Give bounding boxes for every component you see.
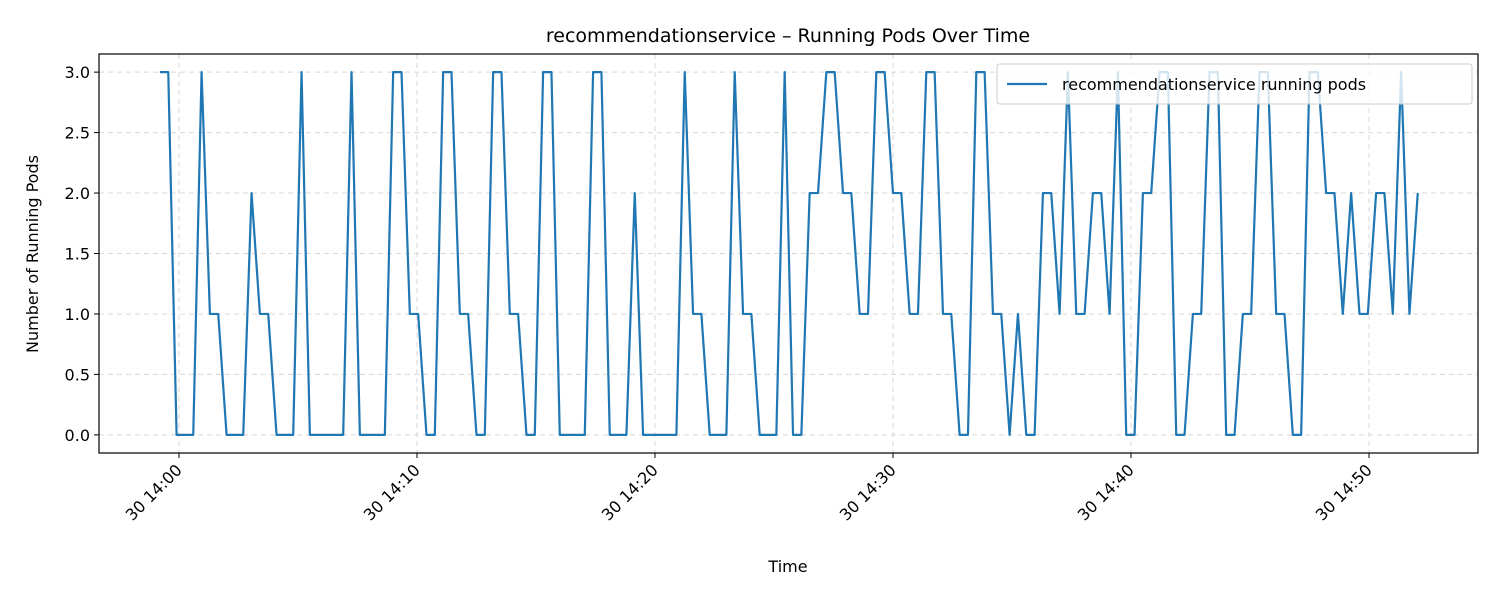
- y-tick-label: 0.0: [65, 426, 90, 445]
- y-tick-label: 3.0: [65, 63, 90, 82]
- y-tick-label: 1.0: [65, 305, 90, 324]
- y-tick-label: 1.5: [65, 245, 90, 264]
- x-axis-label: Time: [767, 557, 807, 576]
- y-tick-label: 2.0: [65, 184, 90, 203]
- plot-frame: [98, 53, 1479, 454]
- chart-title: recommendationservice – Running Pods Ove…: [546, 25, 1030, 47]
- y-tick-label: 2.5: [65, 124, 90, 143]
- y-axis-label: Number of Running Pods: [23, 155, 42, 353]
- y-tick-label: 0.5: [65, 365, 90, 384]
- legend-label: recommendationservice running pods: [1062, 75, 1366, 94]
- legend-box: [996, 63, 1473, 105]
- data-line: [159, 71, 1419, 436]
